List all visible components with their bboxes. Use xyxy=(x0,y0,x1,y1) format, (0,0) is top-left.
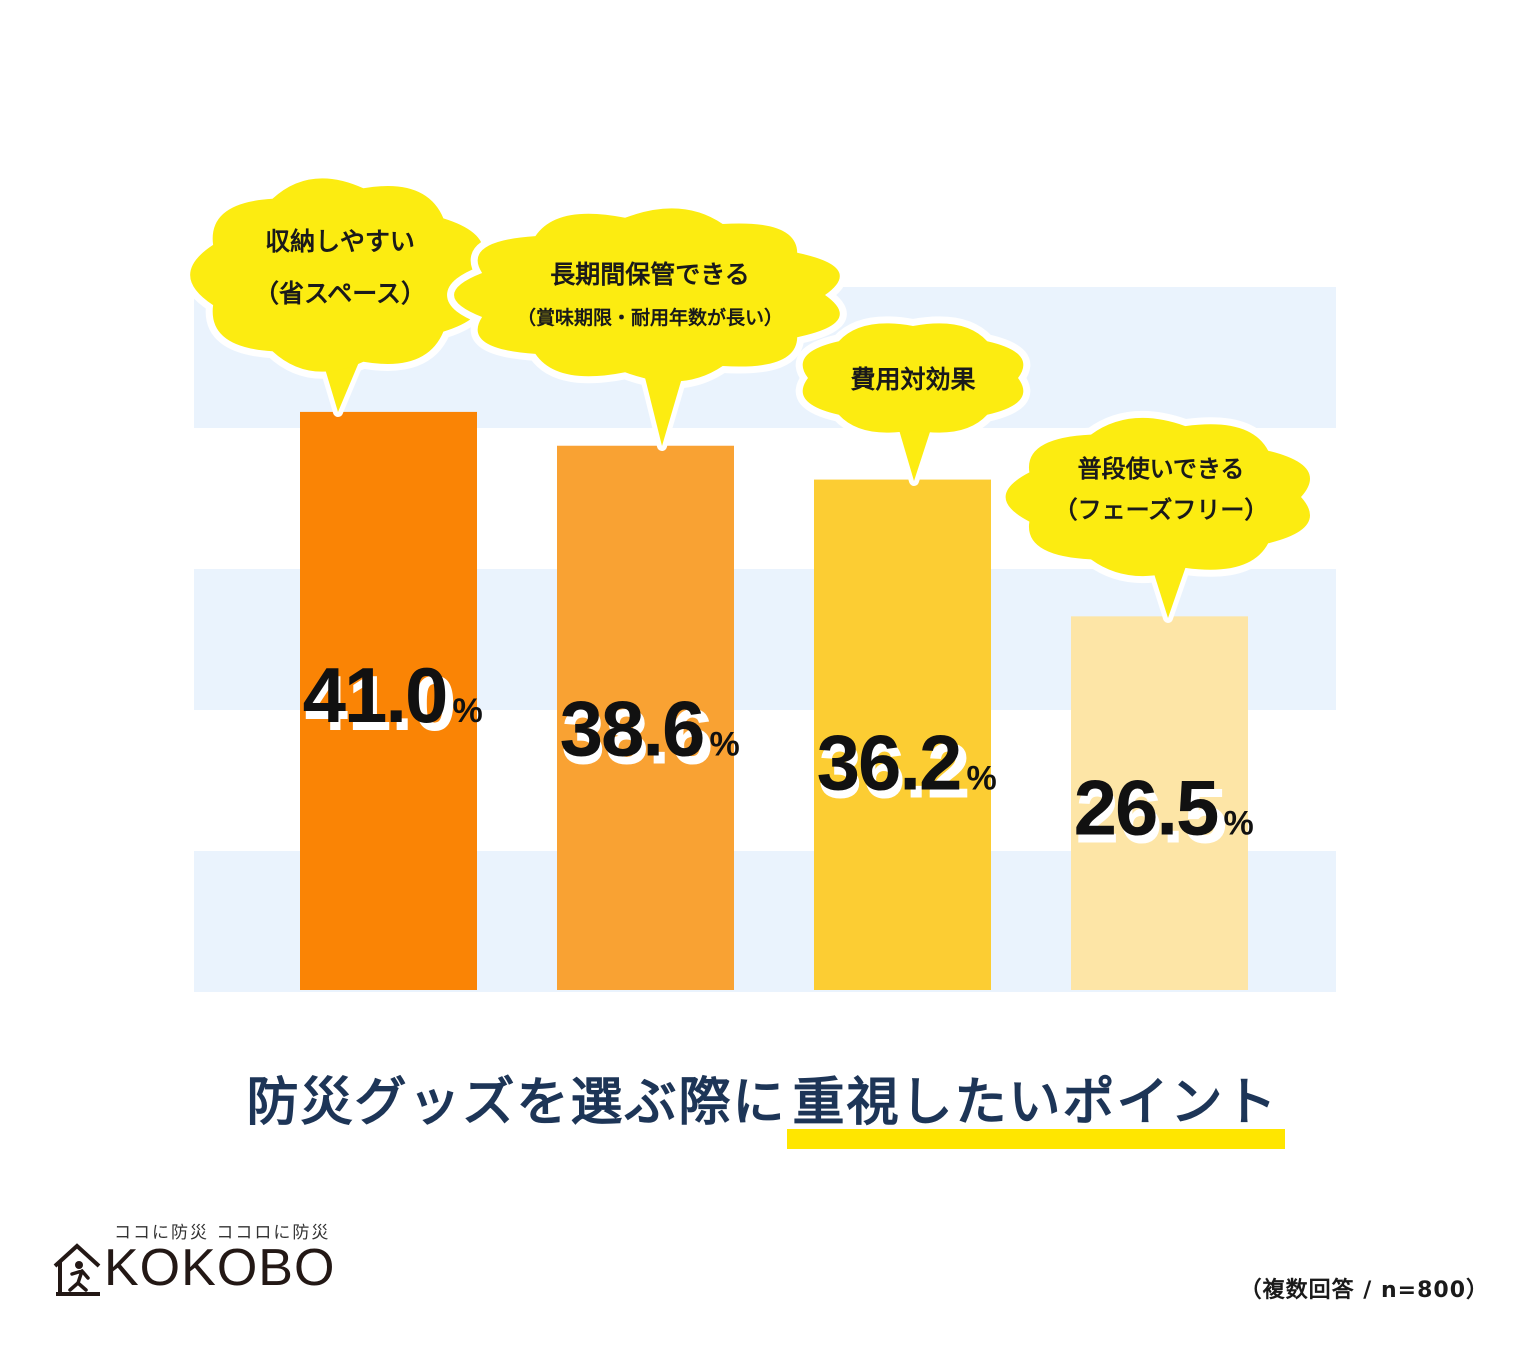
bubble xyxy=(802,323,1024,433)
value-unit: % xyxy=(967,760,997,798)
category-label: （フェーズフリー） xyxy=(1054,496,1269,524)
bar xyxy=(1071,616,1248,990)
value-label: 41.0 xyxy=(303,651,447,739)
bubble xyxy=(190,178,484,372)
category-label: 費用対効果 xyxy=(849,365,975,394)
category-label: 普段使いできる xyxy=(1078,455,1245,483)
house-runner-icon xyxy=(53,1243,101,1296)
bubble xyxy=(1005,417,1311,577)
category-bubble: 収納しやすい （省スペース） xyxy=(183,171,491,417)
category-bubble: 費用対効果 xyxy=(795,316,1031,486)
bar-chart: 41.041.0% 38.638.6% 36.236.2% 26.526.5 %収納しや… xyxy=(183,171,1336,992)
bar xyxy=(557,445,734,990)
logo-wordmark: KOKOBO xyxy=(104,1239,336,1297)
category-label: （賞味期限・耐用年数が長い） xyxy=(517,306,783,329)
bar xyxy=(300,411,477,990)
bar-group: 26.526.5% xyxy=(1071,616,1254,990)
value-label: 36.2 xyxy=(817,719,961,807)
value-unit: % xyxy=(453,692,483,730)
value-label-shadow: 26.5 xyxy=(1076,771,1228,859)
category-label: （省スペース） xyxy=(254,279,426,308)
bubble-tail xyxy=(896,419,934,481)
value-label-shadow: 36.2 xyxy=(819,727,971,815)
bar-group: 38.638.6% xyxy=(557,445,740,990)
category-label: 収納しやすい xyxy=(265,227,415,256)
bar-group: 41.041.0% xyxy=(300,411,483,990)
bar-group: 36.236.2% xyxy=(814,479,997,990)
category-bubble: 普段使いできる （フェーズフリー） xyxy=(998,410,1317,623)
value-unit: % xyxy=(710,726,740,764)
logo-tagline: ココに防災 ココロに防災 xyxy=(114,1223,331,1243)
value-unit: % xyxy=(1224,804,1254,842)
category-bubble: 長期間保管できる （賞味期限・耐用年数が長い） xyxy=(447,201,847,451)
kokobo-logo: ココに防災 ココロに防災 KOKOBO xyxy=(52,1218,372,1308)
value-label: 26.5 xyxy=(1074,763,1218,851)
sample-footnote: （複数回答 / n=800） xyxy=(1239,1278,1489,1303)
title-part2-highlighted: 重視したいポイント xyxy=(786,1060,1285,1149)
bubble xyxy=(454,208,840,382)
category-label: 長期間保管できる xyxy=(550,260,750,289)
value-label: 38.6 xyxy=(560,685,704,773)
bar xyxy=(814,479,991,990)
chart-title: 防災グッズを選ぶ際に 重視したいポイント xyxy=(0,1060,1531,1149)
value-label-shadow: 41.0 xyxy=(305,659,457,747)
value-label-shadow: 38.6 xyxy=(562,693,714,781)
title-part1: 防災グッズを選ぶ際に xyxy=(246,1073,787,1133)
